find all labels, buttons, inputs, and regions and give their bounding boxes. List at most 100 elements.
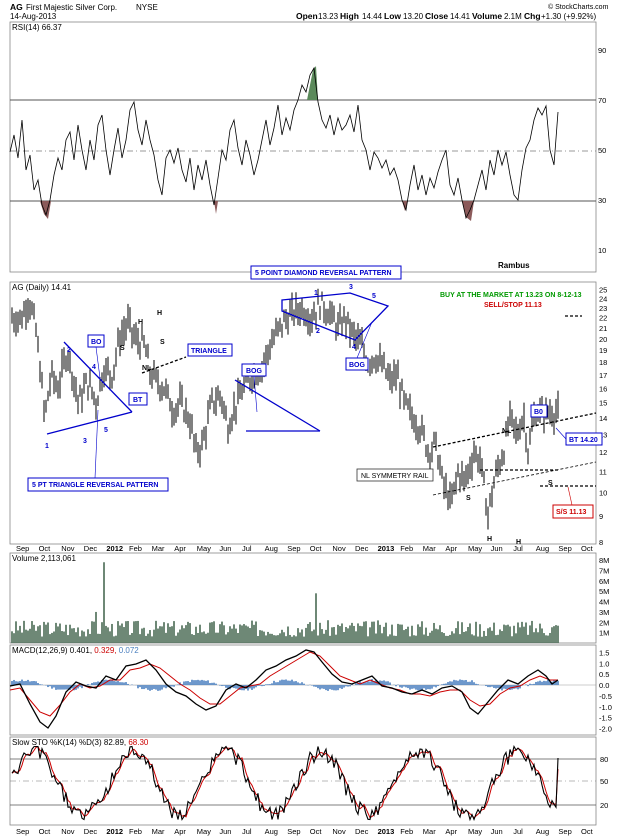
macd-hist-bar xyxy=(101,679,103,686)
svg-text:14.44: 14.44 xyxy=(362,12,383,21)
macd-hist-bar xyxy=(315,685,317,687)
x-tick: Jul xyxy=(242,827,252,836)
volume-bar xyxy=(147,633,149,643)
x-tick: Jun xyxy=(491,827,503,836)
macd-hist-bar xyxy=(327,685,329,691)
volume-bar xyxy=(377,620,379,643)
macd-hist-bar xyxy=(293,681,295,686)
volume-bar xyxy=(539,623,541,643)
macd-hist-bar xyxy=(369,681,371,686)
macd-hist-bar xyxy=(363,682,365,686)
macd-hist-bar xyxy=(189,682,191,686)
volume-bar xyxy=(77,627,79,643)
volume-bar xyxy=(335,634,337,643)
x-tick: Oct xyxy=(310,544,323,553)
macd-hist-bar xyxy=(341,685,343,689)
volume-bar xyxy=(71,628,73,643)
volume-bar xyxy=(281,629,283,643)
macd-hist-bar xyxy=(219,685,221,686)
volume-bar xyxy=(455,628,457,643)
volume-bar xyxy=(153,629,155,643)
volume-bar xyxy=(63,631,65,643)
macd-hist-bar xyxy=(185,681,187,686)
volume-bar xyxy=(279,633,281,643)
macd-hist-bar xyxy=(445,683,447,686)
macd-hist-bar xyxy=(383,680,385,686)
rsi-line xyxy=(9,66,559,220)
macd-hist-bar xyxy=(287,680,289,686)
macd-hist-bar xyxy=(295,681,297,686)
volume-bar xyxy=(517,622,519,643)
macd-hist-bar xyxy=(67,685,69,690)
macd-hist-bar xyxy=(275,682,277,686)
macd-hist-bar xyxy=(177,684,179,686)
macd-hist-bar xyxy=(423,685,425,689)
macd-hist-bar xyxy=(163,685,165,688)
macd-hist-bar xyxy=(121,682,123,686)
macd-tick: -1.5 xyxy=(599,714,612,723)
macd-hist-bar xyxy=(197,679,199,686)
macd-hist-bar xyxy=(107,679,109,686)
volume-bar xyxy=(163,622,165,643)
volume-bar xyxy=(41,636,43,643)
volume-bar xyxy=(315,593,317,643)
annotation-bog-2: BOG xyxy=(345,321,373,371)
volume-bar xyxy=(193,634,195,643)
svg-text:Close: Close xyxy=(425,11,448,21)
volume-bar xyxy=(203,631,205,643)
volume-bar xyxy=(11,631,13,643)
svg-text:NL: NL xyxy=(502,428,512,435)
volume-bar xyxy=(217,632,219,643)
macd-tick: 1.0 xyxy=(599,659,609,668)
annotation-diamond: 5 POINT DIAMOND REVERSAL PATTERN xyxy=(250,265,402,280)
volume-bar xyxy=(429,632,431,643)
volume-bar xyxy=(311,631,313,643)
macd-hist-bar xyxy=(149,685,151,691)
volume-bar xyxy=(467,627,469,643)
volume-bar xyxy=(549,632,551,643)
volume-bar xyxy=(523,626,525,643)
svg-text:BT: BT xyxy=(133,397,143,404)
macd-hist-bar xyxy=(77,685,79,689)
x-tick: Jun xyxy=(491,544,503,553)
x-tick: Nov xyxy=(61,544,75,553)
macd-hist-bar xyxy=(237,685,239,689)
macd-hist-bar xyxy=(443,683,445,686)
price-tick: 9 xyxy=(599,512,603,521)
volume-bar xyxy=(513,625,515,643)
volume-bar xyxy=(37,626,39,643)
volume-bar xyxy=(183,628,185,643)
svg-text:Low: Low xyxy=(384,11,401,21)
macd-hist-bar xyxy=(191,679,193,686)
volume-bar xyxy=(423,634,425,643)
volume-bar xyxy=(475,621,477,643)
sto-tick: 80 xyxy=(600,755,608,764)
macd-hist-bar xyxy=(25,680,27,686)
macd-hist-bar xyxy=(331,685,333,690)
volume-bar xyxy=(387,636,389,643)
macd-hist-bar xyxy=(257,685,259,686)
x-tick: Nov xyxy=(332,544,346,553)
macd-hist-bar xyxy=(11,681,13,686)
price-tick: 25 xyxy=(599,285,607,294)
macd-hist-bar xyxy=(381,680,383,686)
macd-hist-bar xyxy=(235,685,237,689)
macd-hist-bar xyxy=(505,685,507,690)
volume-bar xyxy=(401,624,403,643)
macd-hist-bar xyxy=(169,685,171,687)
macd-hist-bar xyxy=(477,684,479,686)
macd-hist-bar xyxy=(143,685,145,690)
volume-bar xyxy=(31,621,33,643)
macd-hist-bar xyxy=(227,685,229,689)
macd-hist-bar xyxy=(31,681,33,686)
macd-hist-bar xyxy=(215,683,217,686)
rsi-y-axis: 90 70 50 30 10 xyxy=(598,46,606,255)
macd-hist-bar xyxy=(271,683,273,686)
macd-label: MACD(12,26,9) 0.401, 0.329, 0.072 xyxy=(12,646,139,655)
volume-bar xyxy=(267,631,269,643)
macd-hist-bar xyxy=(289,680,291,686)
macd-hist-bar xyxy=(449,681,451,686)
volume-bar xyxy=(327,620,329,643)
price-tick: 15 xyxy=(599,399,607,408)
macd-hist-bar xyxy=(497,685,499,688)
